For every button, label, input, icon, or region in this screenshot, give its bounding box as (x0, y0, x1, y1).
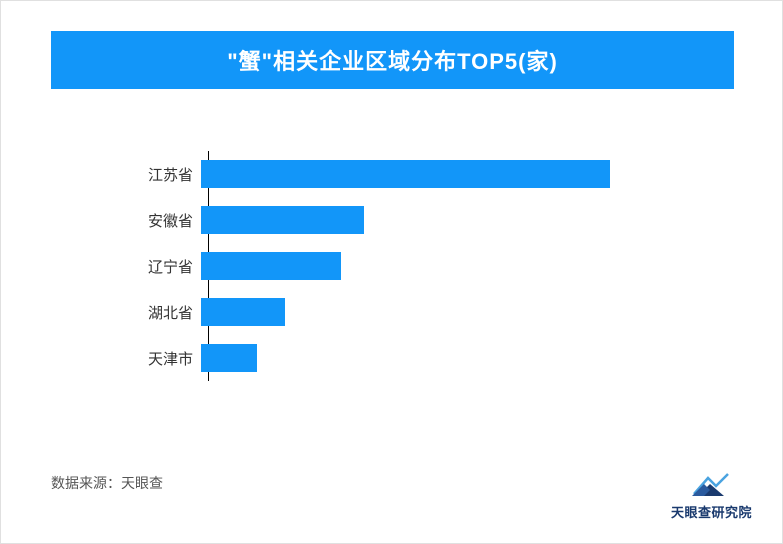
source-label: 数据来源： (51, 475, 121, 491)
data-source: 数据来源：天眼查 (51, 473, 163, 493)
bar-fill (201, 252, 341, 280)
chart-title-bar: "蟹"相关企业区域分布TOP5(家) (51, 31, 734, 89)
bar-category-label: 辽宁省 (146, 256, 201, 277)
logo-icon (690, 468, 732, 498)
logo-text: 天眼查研究院 (671, 502, 752, 521)
bar-fill (201, 298, 285, 326)
bar-row: 安徽省 (146, 197, 666, 243)
bar-fill (201, 160, 610, 188)
bar-category-label: 湖北省 (146, 302, 201, 323)
bar-row: 辽宁省 (146, 243, 666, 289)
bar-track (201, 206, 666, 234)
bar-row: 湖北省 (146, 289, 666, 335)
logo: 天眼查研究院 (671, 468, 752, 521)
bar-row: 天津市 (146, 335, 666, 381)
bar-fill (201, 206, 364, 234)
bar-row: 江苏省 (146, 151, 666, 197)
bar-track (201, 344, 666, 372)
bar-track (201, 252, 666, 280)
bar-category-label: 天津市 (146, 348, 201, 369)
bar-track (201, 160, 666, 188)
bar-track (201, 298, 666, 326)
bar-fill (201, 344, 257, 372)
bar-chart: 江苏省安徽省辽宁省湖北省天津市 (146, 151, 666, 381)
source-value: 天眼查 (121, 475, 163, 491)
chart-title: "蟹"相关企业区域分布TOP5(家) (227, 44, 558, 76)
bar-category-label: 安徽省 (146, 210, 201, 231)
bar-category-label: 江苏省 (146, 164, 201, 185)
